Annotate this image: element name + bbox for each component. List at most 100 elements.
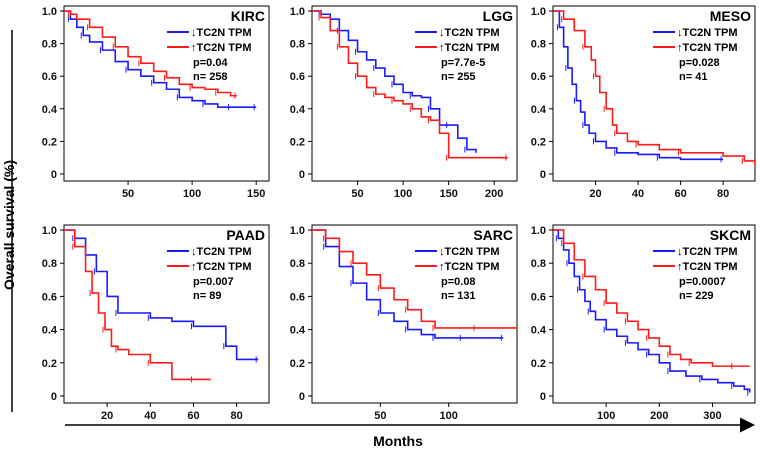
- x-tick-label: 100: [394, 188, 412, 200]
- panel-frame: [311, 5, 518, 182]
- y-tick-label: 0.4: [290, 104, 306, 116]
- y-tick-label: 0.6: [290, 291, 305, 303]
- panel-paad: 0 0.2 0.4 0.6 0.8 1.0 20 40 60 80 PAAD ↓TC2N TPM ↑TC…: [42, 224, 270, 422]
- panel-lgg: 0 0.2 0.4 0.6 0.8 1.0 50 100 150 200 LGG ↓TC2N TPM ↑…: [290, 5, 518, 200]
- legend-label: ↑TC2N TPM: [677, 42, 738, 54]
- x-tick-label: 100: [183, 188, 201, 200]
- x-tick-label: 40: [632, 188, 644, 200]
- p-value: p=0.007: [193, 276, 234, 288]
- y-tick-label: 0: [299, 169, 305, 181]
- y-tick-label: 0: [51, 391, 57, 403]
- p-value: p=0.04: [193, 57, 228, 69]
- y-tick-label: 1.0: [42, 225, 57, 237]
- survival-curve-high: [312, 10, 508, 159]
- y-tick-label: 0.2: [42, 136, 57, 148]
- survival-curve-low: [553, 10, 724, 161]
- y-tick-label: 0.8: [531, 258, 546, 270]
- panel-title: PAAD: [226, 227, 265, 243]
- x-tick-label: 50: [351, 188, 363, 200]
- sample-size: n= 131: [441, 290, 476, 302]
- y-tick-label: 0.8: [42, 258, 57, 270]
- panel-kirc: 0 0.2 0.4 0.6 0.8 1.0 50 100 150 KIRC ↓TC2N TPM ↑TC…: [42, 5, 270, 200]
- panel-frame: [63, 224, 270, 404]
- legend-label: ↑TC2N TPM: [191, 261, 252, 273]
- x-tick-label: 200: [650, 410, 668, 422]
- p-value: p=0.0007: [679, 276, 726, 288]
- y-tick-label: 0.4: [42, 325, 58, 337]
- panel-title: SKCM: [710, 227, 751, 243]
- x-tick-label: 200: [485, 188, 503, 200]
- survival-curve-low: [312, 229, 504, 339]
- y-tick-label: 0: [540, 169, 546, 181]
- y-tick-label: 0.2: [531, 358, 546, 370]
- legend-label: ↓TC2N TPM: [191, 27, 252, 39]
- y-tick-label: 1.0: [531, 225, 546, 237]
- p-value: p=0.028: [679, 57, 720, 69]
- sample-size: n= 255: [441, 71, 476, 83]
- p-value: p=0.08: [441, 276, 476, 288]
- survival-curve-high: [553, 10, 756, 166]
- x-tick-label: 150: [247, 188, 265, 200]
- survival-curve-low: [312, 10, 477, 153]
- p-value: p=7.7e-5: [441, 57, 485, 69]
- x-axis-label: Months: [373, 433, 423, 449]
- x-tick-label: 300: [703, 410, 721, 422]
- panels: 0 0.2 0.4 0.6 0.8 1.0 50 100 150 KIRC ↓TC2N TPM ↑TC…: [42, 5, 756, 422]
- y-tick-label: 0.4: [290, 325, 306, 337]
- y-tick-label: 0.4: [531, 325, 547, 337]
- legend-label: ↑TC2N TPM: [439, 261, 500, 273]
- y-tick-label: 0.8: [290, 258, 305, 270]
- x-tick-label: 80: [231, 410, 243, 422]
- y-tick-label: 0.2: [531, 136, 546, 148]
- legend-label: ↓TC2N TPM: [677, 246, 738, 258]
- y-axis-label: Overall survival (%): [1, 160, 17, 290]
- legend-label: ↓TC2N TPM: [191, 246, 252, 258]
- survival-curve-high: [64, 10, 237, 97]
- legend-label: ↑TC2N TPM: [677, 261, 738, 273]
- x-tick-label: 20: [101, 410, 113, 422]
- sample-size: n= 89: [193, 290, 221, 302]
- legend-label: ↑TC2N TPM: [191, 42, 252, 54]
- y-tick-label: 0.8: [42, 39, 57, 51]
- survival-curve-high: [553, 229, 750, 367]
- x-tick-label: 80: [717, 188, 729, 200]
- x-tick-label: 40: [144, 410, 156, 422]
- y-tick-label: 0: [540, 391, 546, 403]
- y-tick-label: 0.8: [531, 39, 546, 51]
- panel-skcm: 0 0.2 0.4 0.6 0.8 1.0 100 200 300 SKCM ↓TC2N TPM ↑T…: [531, 224, 756, 422]
- legend-label: ↓TC2N TPM: [439, 246, 500, 258]
- x-tick-label: 150: [439, 188, 457, 200]
- y-tick-label: 1.0: [290, 6, 305, 18]
- x-tick-label: 50: [122, 188, 134, 200]
- legend-label: ↑TC2N TPM: [439, 42, 500, 54]
- y-tick-label: 0.2: [290, 136, 305, 148]
- sample-size: n= 258: [193, 71, 228, 83]
- panel-frame: [552, 5, 756, 182]
- legend-label: ↓TC2N TPM: [677, 27, 738, 39]
- panel-title: LGG: [483, 8, 513, 24]
- x-tick-label: 50: [374, 410, 386, 422]
- y-tick-label: 0.6: [290, 71, 305, 83]
- survival-curve-low: [64, 10, 257, 108]
- panel-sarc: 0 0.2 0.4 0.6 0.8 1.0 50 100 SARC ↓TC2N TPM ↑TC2N …: [290, 224, 518, 422]
- x-tick-label: 20: [589, 188, 601, 200]
- y-tick-label: 0.4: [42, 104, 58, 116]
- y-tick-label: 0.4: [531, 104, 547, 116]
- x-tick-label: 60: [674, 188, 686, 200]
- y-tick-label: 1.0: [531, 6, 546, 18]
- survival-curve-high: [312, 229, 517, 329]
- panel-title: KIRC: [231, 8, 265, 24]
- survival-curve-low: [553, 229, 751, 393]
- sample-size: n= 229: [679, 290, 714, 302]
- y-tick-label: 0: [51, 169, 57, 181]
- panel-frame: [63, 5, 270, 182]
- y-tick-label: 1.0: [290, 225, 305, 237]
- sample-size: n= 41: [679, 71, 707, 83]
- x-tick-label: 100: [439, 410, 457, 422]
- panel-frame: [552, 224, 756, 404]
- legend-label: ↓TC2N TPM: [439, 27, 500, 39]
- survival-curve-high: [64, 229, 211, 381]
- y-tick-label: 0.8: [290, 39, 305, 51]
- panel-meso: 0 0.2 0.4 0.6 0.8 1.0 20 40 60 80 MESO ↓TC2N TPM ↑TC…: [531, 5, 756, 200]
